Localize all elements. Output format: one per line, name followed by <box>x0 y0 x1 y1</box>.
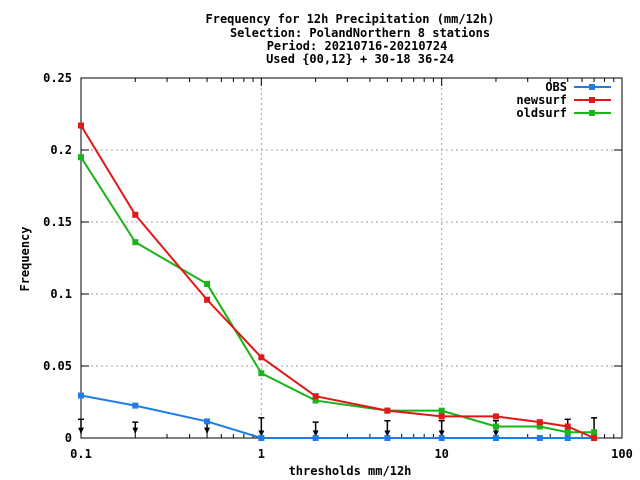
y-tick-label: 0 <box>65 431 72 445</box>
data-point-OBS <box>536 435 543 441</box>
error-bar-arrow <box>312 430 319 437</box>
legend-marker-oldsurf <box>589 110 595 116</box>
y-tick-label: 0.05 <box>43 359 72 373</box>
legend-marker-newsurf <box>589 97 595 103</box>
data-point-OBS <box>312 435 319 441</box>
data-point-newsurf <box>438 413 445 420</box>
legend-label-oldsurf: oldsurf <box>516 106 567 120</box>
error-bar-arrow <box>204 427 211 434</box>
error-bar-arrow <box>492 430 499 437</box>
y-tick-label: 0.2 <box>50 143 72 157</box>
data-point-OBS <box>438 435 445 441</box>
data-point-OBS <box>204 418 211 425</box>
data-point-newsurf <box>591 435 598 441</box>
legend-label-newsurf: newsurf <box>516 93 567 107</box>
data-point-OBS <box>132 402 139 409</box>
error-bar-arrow <box>132 427 139 434</box>
data-point-newsurf <box>78 122 84 129</box>
data-point-oldsurf <box>78 154 84 161</box>
data-point-newsurf <box>564 423 571 430</box>
error-bar-arrow <box>438 430 445 437</box>
data-point-oldsurf <box>312 397 319 404</box>
data-point-OBS <box>492 435 499 441</box>
data-point-OBS <box>78 392 84 399</box>
data-point-oldsurf <box>536 423 543 430</box>
series-line-newsurf <box>80 125 595 439</box>
x-axis-label: thresholds mm/12h <box>289 464 412 478</box>
error-bar-arrow <box>258 430 265 437</box>
data-point-newsurf <box>132 211 139 218</box>
data-point-oldsurf <box>591 429 598 436</box>
grid <box>81 78 622 438</box>
data-point-oldsurf <box>132 239 139 246</box>
data-point-newsurf <box>204 296 211 303</box>
y-tick-label: 0.25 <box>43 71 72 85</box>
data-point-OBS <box>384 435 391 441</box>
data-point-oldsurf <box>204 280 211 287</box>
data-point-OBS <box>564 435 571 441</box>
data-point-newsurf <box>384 407 391 414</box>
error-bar-arrow <box>384 430 391 437</box>
data-point-oldsurf <box>492 423 499 430</box>
axes: 0.1 1 10 100 0 0.05 0.1 0.15 0.2 0.25 <box>43 71 633 461</box>
data-point-newsurf <box>258 354 265 361</box>
series-line-OBS <box>80 394 595 439</box>
legend-marker-OBS <box>589 84 595 90</box>
y-tick-label: 0.1 <box>50 287 72 301</box>
data-point-newsurf <box>492 413 499 420</box>
data-point-oldsurf <box>438 407 445 414</box>
x-tick-label: 1 <box>258 447 265 461</box>
legend-label-OBS: OBS <box>545 80 567 94</box>
error-bar-arrow <box>78 427 84 434</box>
chart-title: Frequency for 12h Precipitation (mm/12h)… <box>206 12 495 66</box>
y-tick-label: 0.15 <box>43 215 72 229</box>
data-point-OBS <box>258 435 265 441</box>
x-tick-label: 100 <box>611 447 633 461</box>
x-tick-label: 10 <box>434 447 448 461</box>
x-tick-label: 0.1 <box>70 447 92 461</box>
y-axis-label: Frequency <box>18 226 32 291</box>
series <box>78 122 598 441</box>
data-point-newsurf <box>312 393 319 400</box>
data-point-newsurf <box>536 419 543 426</box>
data-point-oldsurf <box>258 370 265 377</box>
title-line-2: Selection: PolandNorthern 8 stations <box>230 26 490 40</box>
data-point-oldsurf <box>564 429 571 436</box>
title-line-3: Period: 20210716-20210724 <box>267 39 448 53</box>
title-line-4: Used {00,12} + 30-18 36-24 <box>266 52 454 66</box>
series-line-oldsurf <box>80 156 595 434</box>
title-line-1: Frequency for 12h Precipitation (mm/12h) <box>206 12 495 26</box>
